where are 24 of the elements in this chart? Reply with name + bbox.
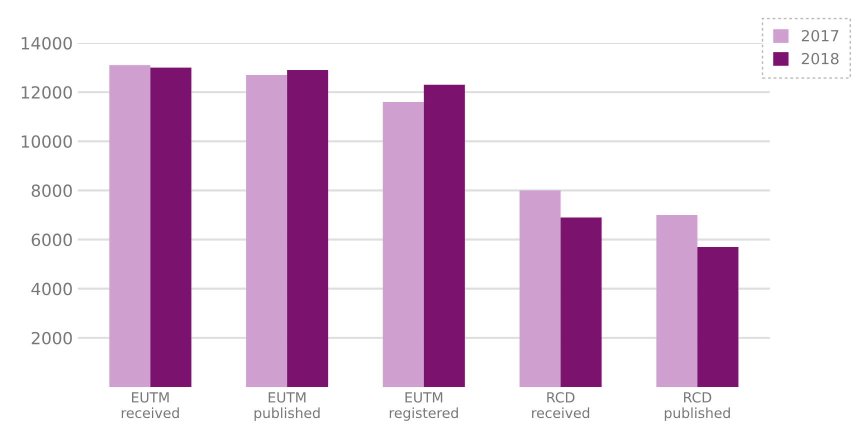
x-tick-label: EUTM received xyxy=(122,392,179,418)
bar xyxy=(560,217,602,387)
x-tick-label: EUTM published xyxy=(254,392,320,421)
y-tick-label: 2000 xyxy=(32,332,72,344)
x-tick-label: EUTM registered xyxy=(390,392,458,421)
y-tick-label: 12000 xyxy=(22,86,72,99)
bar xyxy=(287,70,328,387)
bar xyxy=(382,102,424,387)
y-tick-label: 4000 xyxy=(31,282,72,296)
bar xyxy=(109,65,150,387)
y-tick-label: 10000 xyxy=(22,135,72,148)
bar xyxy=(697,246,738,387)
legend-label: 2018 xyxy=(802,52,839,64)
y-tick-label: 6000 xyxy=(32,234,72,246)
y-tick-label: 8000 xyxy=(32,184,72,197)
bar xyxy=(520,190,561,387)
x-tick-label: RCD published xyxy=(664,392,730,421)
bar xyxy=(656,215,698,387)
bar xyxy=(150,68,192,387)
legend-label: 2017 xyxy=(802,30,838,42)
bar xyxy=(246,74,288,387)
bar xyxy=(424,84,465,387)
y-tick-label: 14000 xyxy=(22,36,72,50)
x-tick-label: RCD received xyxy=(532,392,590,418)
